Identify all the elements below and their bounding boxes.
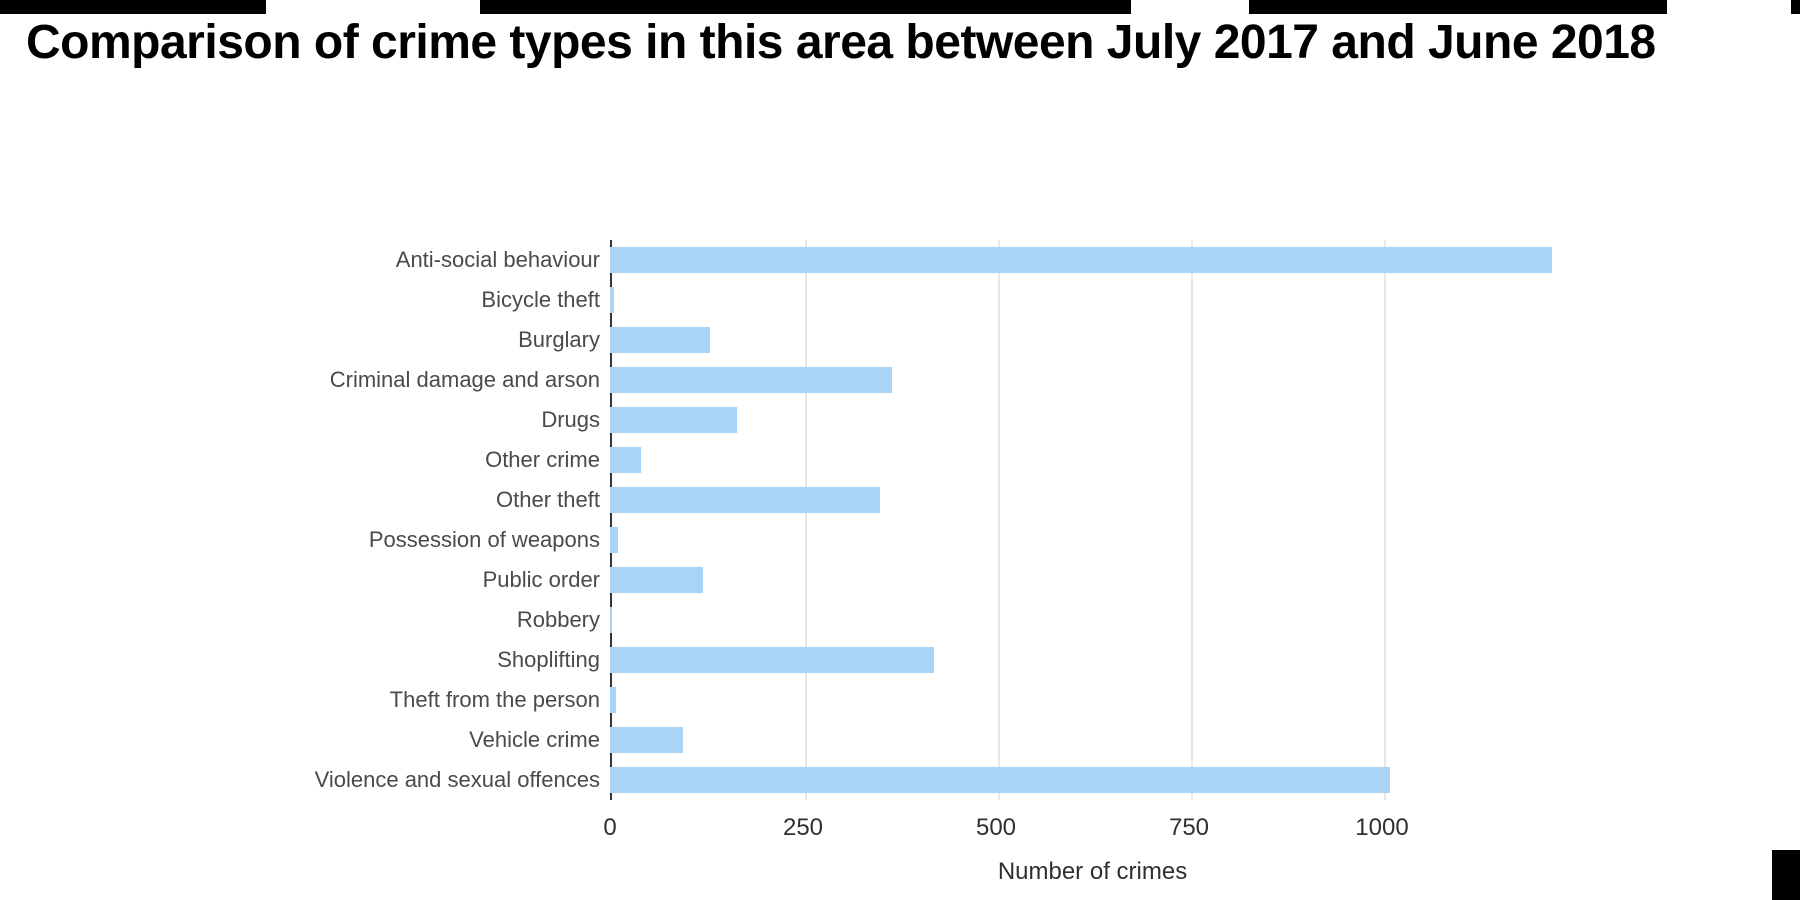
category-label: Bicycle theft — [481, 287, 600, 312]
gridline — [998, 240, 1000, 800]
gridline — [1191, 240, 1193, 800]
category-label: Violence and sexual offences — [314, 767, 600, 792]
category-label: Burglary — [518, 327, 600, 352]
bar — [610, 567, 703, 593]
x-tick-label: 1000 — [1355, 814, 1409, 841]
bar — [610, 687, 617, 713]
chart-row: Other crime — [0, 440, 1575, 480]
bar-chart: Anti-social behaviour Bicycle theft Burgla… — [0, 240, 1800, 900]
chart-row: Public order — [0, 560, 1575, 600]
chart-row: Theft from the person — [0, 680, 1575, 720]
chart-title: Comparison of crime types in this area b… — [26, 16, 1656, 69]
x-tick-label: 0 — [603, 814, 617, 841]
category-label: Vehicle crime — [469, 727, 600, 752]
chart-row: Violence and sexual offences — [0, 760, 1575, 800]
bar — [610, 447, 641, 473]
chart-row: Bicycle theft — [0, 280, 1575, 320]
gridline — [1384, 240, 1386, 800]
chart-row: Drugs — [0, 400, 1575, 440]
screen-edge-artifact — [1791, 0, 1800, 14]
screen-edge-artifact — [1249, 0, 1667, 14]
x-tick-label: 500 — [975, 814, 1017, 841]
bar-track — [610, 487, 1575, 513]
plot-area — [610, 240, 1577, 800]
category-label: Criminal damage and arson — [329, 367, 600, 392]
bar-track — [610, 527, 1575, 553]
bar-track — [610, 767, 1575, 793]
chart-row: Robbery — [0, 600, 1575, 640]
category-label: Robbery — [516, 607, 600, 632]
bar-track — [610, 287, 1575, 313]
chart-row: Possession of weapons — [0, 520, 1575, 560]
chart-row: Burglary — [0, 320, 1575, 360]
category-label: Public order — [482, 567, 600, 592]
bar-track — [610, 607, 1575, 633]
x-tick-label: 750 — [1168, 814, 1210, 841]
bar-track — [610, 687, 1575, 713]
chart-rows: Anti-social behaviour Bicycle theft Burgla… — [0, 240, 1575, 800]
bar — [610, 287, 614, 313]
bar-track — [610, 447, 1575, 473]
bar-track — [610, 407, 1575, 433]
category-label: Shoplifting — [497, 647, 600, 672]
bar — [610, 607, 612, 633]
chart-row: Anti-social behaviour — [0, 240, 1575, 280]
category-label: Possession of weapons — [368, 527, 600, 552]
screen-edge-artifact — [480, 0, 1131, 14]
category-label: Drugs — [541, 407, 600, 432]
bar — [610, 367, 892, 393]
x-axis-label: Number of crimes — [997, 858, 1188, 885]
bar — [610, 727, 684, 753]
chart-row: Shoplifting — [0, 640, 1575, 680]
bar — [610, 767, 1390, 793]
chart-row: Criminal damage and arson — [0, 360, 1575, 400]
bar — [610, 407, 738, 433]
bar-track — [610, 647, 1575, 673]
category-label: Anti-social behaviour — [395, 247, 600, 272]
bar-track — [610, 327, 1575, 353]
category-label: Other crime — [485, 447, 600, 472]
screen-edge-artifact — [1772, 850, 1800, 900]
category-label: Theft from the person — [389, 687, 600, 712]
bar — [610, 247, 1552, 273]
chart-row: Other theft — [0, 480, 1575, 520]
bar — [610, 527, 618, 553]
chart-row: Vehicle crime — [0, 720, 1575, 760]
bar-track — [610, 727, 1575, 753]
x-tick-label: 250 — [782, 814, 824, 841]
bar-track — [610, 247, 1575, 273]
gridline — [805, 240, 807, 800]
bar — [610, 487, 881, 513]
screen-edge-artifact — [0, 0, 266, 14]
category-label: Other theft — [496, 487, 600, 512]
bar — [610, 327, 711, 353]
x-ticks: 0 250 500 750 1000 — [603, 814, 1575, 846]
bar — [610, 647, 935, 673]
bar-track — [610, 367, 1575, 393]
bar-track — [610, 567, 1575, 593]
